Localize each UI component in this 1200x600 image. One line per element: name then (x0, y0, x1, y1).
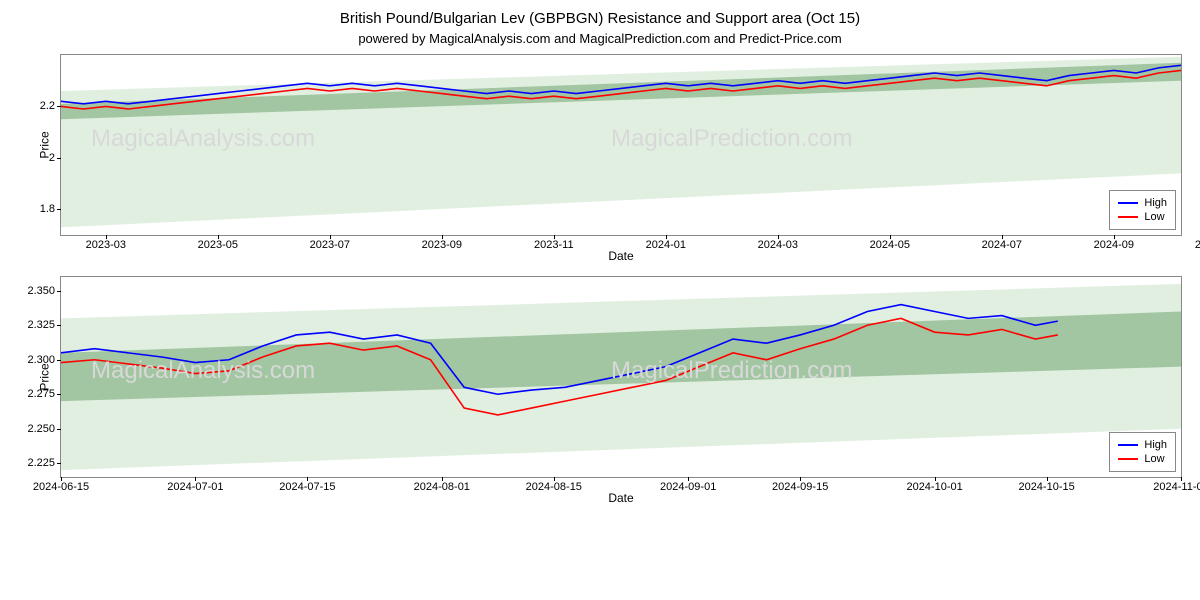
x-tick-mark (307, 477, 308, 481)
legend-label-low: Low (1144, 453, 1164, 465)
x-tick-label: 2024-01 (646, 239, 686, 251)
y-tick-mark (57, 325, 61, 326)
x-tick-mark (554, 235, 555, 239)
chart-panel-bottom: Price Date MagicalAnalysis.com MagicalPr… (60, 276, 1182, 478)
chart-panel-top: Price Date MagicalAnalysis.com MagicalPr… (60, 54, 1182, 236)
legend-line-low (1118, 458, 1138, 460)
x-axis-label: Date (608, 249, 633, 263)
y-tick-mark (57, 394, 61, 395)
legend-item-high: High (1118, 439, 1167, 451)
chart-legend: High Low (1109, 432, 1176, 472)
y-axis-label: Price (38, 363, 52, 390)
legend-label-high: High (1144, 439, 1167, 451)
y-tick-label: 2.325 (27, 319, 55, 331)
x-tick-label: 2023-11 (534, 239, 574, 251)
legend-line-high (1118, 444, 1138, 446)
legend-item-low: Low (1118, 453, 1167, 465)
x-tick-mark (666, 235, 667, 239)
x-tick-label: 2023-07 (310, 239, 350, 251)
x-tick-label: 2024-08-01 (414, 481, 470, 493)
y-tick-mark (57, 429, 61, 430)
y-tick-mark (57, 360, 61, 361)
x-tick-mark (554, 477, 555, 481)
legend-line-low (1118, 216, 1138, 218)
y-tick-label: 2.275 (27, 388, 55, 400)
y-tick-mark (57, 291, 61, 292)
y-tick-label: 2 (49, 152, 55, 164)
x-axis-label: Date (608, 491, 633, 505)
x-tick-label: 2024-08-15 (526, 481, 582, 493)
x-tick-mark (442, 477, 443, 481)
y-tick-label: 2.225 (27, 457, 55, 469)
x-tick-mark (442, 235, 443, 239)
x-tick-label: 2024-07-01 (167, 481, 223, 493)
x-tick-mark (688, 477, 689, 481)
x-tick-mark (935, 477, 936, 481)
x-tick-mark (195, 477, 196, 481)
x-tick-mark (800, 477, 801, 481)
x-tick-mark (778, 235, 779, 239)
legend-line-high (1118, 202, 1138, 204)
legend-item-low: Low (1118, 211, 1167, 223)
y-tick-label: 1.8 (40, 203, 55, 215)
x-tick-label: 2024-07-15 (279, 481, 335, 493)
legend-label-low: Low (1144, 211, 1164, 223)
y-tick-label: 2.300 (27, 354, 55, 366)
x-tick-label: 2024-09-01 (660, 481, 716, 493)
x-tick-mark (1114, 235, 1115, 239)
x-tick-label: 2024-07 (982, 239, 1022, 251)
y-tick-mark (57, 106, 61, 107)
x-tick-label: 2024-11-01 (1153, 481, 1200, 493)
x-tick-label: 2024-09-15 (772, 481, 828, 493)
x-tick-mark (330, 235, 331, 239)
x-tick-label: 2023-03 (86, 239, 126, 251)
y-tick-mark (57, 158, 61, 159)
y-tick-label: 2.2 (40, 100, 55, 112)
x-tick-mark (106, 235, 107, 239)
x-tick-label: 2024-03 (758, 239, 798, 251)
legend-item-high: High (1118, 197, 1167, 209)
y-tick-label: 2.350 (27, 285, 55, 297)
chart-svg (61, 55, 1181, 235)
x-tick-label: 2024-05 (870, 239, 910, 251)
chart-legend: High Low (1109, 190, 1176, 230)
x-tick-mark (61, 477, 62, 481)
legend-label-high: High (1144, 197, 1167, 209)
y-tick-mark (57, 209, 61, 210)
x-tick-mark (890, 235, 891, 239)
y-tick-label: 2.250 (27, 423, 55, 435)
x-tick-mark (1047, 477, 1048, 481)
x-tick-label: 2023-05 (198, 239, 238, 251)
x-tick-label: 2024-10-15 (1018, 481, 1074, 493)
x-tick-mark (1002, 235, 1003, 239)
x-tick-label: 2024-11 (1195, 239, 1200, 251)
chart-title: British Pound/Bulgarian Lev (GBPBGN) Res… (10, 10, 1190, 27)
x-tick-label: 2024-10-01 (906, 481, 962, 493)
x-tick-mark (1181, 477, 1182, 481)
x-tick-label: 2024-09 (1094, 239, 1134, 251)
x-tick-label: 2023-09 (422, 239, 462, 251)
x-tick-mark (218, 235, 219, 239)
y-tick-mark (57, 463, 61, 464)
chart-container: British Pound/Bulgarian Lev (GBPBGN) Res… (10, 10, 1190, 478)
chart-svg (61, 277, 1181, 477)
x-tick-label: 2024-06-15 (33, 481, 89, 493)
chart-subtitle: powered by MagicalAnalysis.com and Magic… (10, 31, 1190, 46)
